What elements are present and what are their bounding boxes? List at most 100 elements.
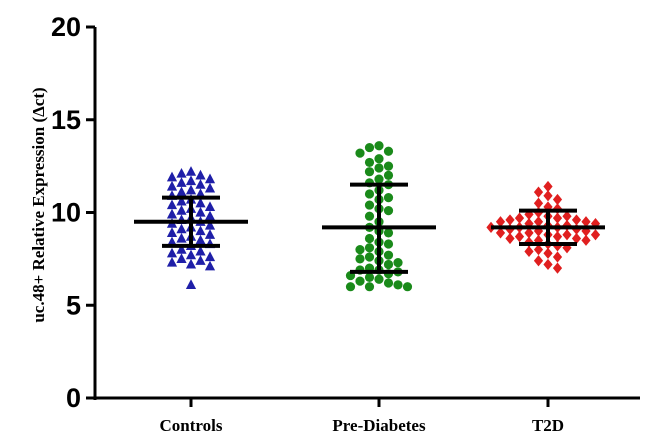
y-tick-label: 10 [51, 198, 81, 228]
x-tick-label: T2D [532, 416, 564, 433]
pre-diabetes-point [393, 257, 403, 268]
controls-point [204, 219, 216, 230]
pre-diabetes-point [393, 280, 403, 290]
controls-point [166, 236, 178, 247]
t2d-point [581, 234, 591, 246]
pre-diabetes-point [364, 167, 375, 177]
controls-point [204, 251, 216, 262]
controls-point [204, 260, 216, 271]
error-bars [134, 182, 605, 274]
y-tick-label: 15 [51, 105, 81, 135]
t2d-point [524, 227, 534, 239]
t2d-point [505, 232, 515, 245]
x-tick-label: Pre-Diabetes [332, 416, 426, 433]
controls-point [166, 171, 178, 182]
pre-diabetes-point [383, 228, 394, 238]
controls-point [166, 180, 178, 191]
t2d-point [581, 216, 591, 228]
pre-diabetes-point [364, 243, 375, 253]
controls-point [195, 179, 206, 189]
pre-diabetes-point [383, 206, 394, 216]
t2d-point [552, 212, 563, 224]
pre-diabetes-point [364, 233, 375, 244]
controls-point [176, 253, 187, 263]
pre-diabetes-point [374, 154, 384, 164]
t2d-point [533, 216, 544, 228]
t2d-point [533, 244, 544, 256]
controls-point [185, 258, 197, 269]
t2d-point [590, 229, 601, 241]
pre-diabetes-point [383, 161, 394, 171]
pre-diabetes-point [364, 252, 375, 262]
t2d-point [505, 214, 515, 226]
pre-diabetes-point [374, 274, 384, 284]
pre-diabetes-point [364, 272, 375, 283]
t2d-point [562, 229, 572, 241]
controls-point [195, 206, 206, 217]
t2d-point [562, 210, 572, 222]
controls-point [166, 199, 178, 210]
pre-diabetes-point [355, 245, 365, 255]
t2d-point [552, 193, 563, 206]
pre-diabetes-point [374, 174, 384, 184]
t2d-point [533, 255, 544, 267]
pre-diabetes-point [355, 148, 365, 158]
controls-point [166, 256, 178, 267]
pre-diabetes-point [355, 276, 365, 286]
controls-point [176, 232, 187, 243]
controls-point [195, 255, 206, 265]
x-tick-label: Controls [160, 416, 223, 433]
controls-point [204, 201, 216, 212]
t2d-point [533, 197, 544, 209]
controls-point [185, 279, 197, 289]
controls-point [204, 173, 216, 184]
pre-diabetes-point [364, 211, 375, 221]
t2d-point [514, 212, 525, 224]
y-tick-label: 5 [66, 290, 81, 320]
t2d-point [495, 216, 506, 228]
controls-point [176, 244, 187, 254]
controls-point [176, 195, 187, 206]
pre-diabetes-point [345, 282, 356, 292]
controls-point [176, 177, 187, 187]
pre-diabetes-point [364, 142, 375, 153]
y-axis-title: uc.48+ Relative Expression (Δct) [29, 87, 48, 322]
pre-diabetes-point [383, 250, 394, 260]
x-axis: Controls Pre-Diabetes T2D [94, 396, 640, 433]
controls-point [185, 166, 197, 176]
t2d-point [495, 227, 506, 239]
t2d-point [524, 245, 534, 258]
pre-diabetes-point [355, 254, 365, 264]
controls-point [176, 167, 187, 178]
pre-diabetes-point [383, 170, 394, 180]
t2d-point [543, 180, 553, 193]
controls-point [176, 223, 187, 234]
controls-point [195, 169, 206, 180]
t2d-point [543, 258, 553, 271]
controls-point [166, 208, 178, 219]
controls-point [185, 249, 197, 260]
controls-point [204, 229, 216, 239]
pre-diabetes-point [383, 146, 394, 156]
controls-point [185, 184, 197, 195]
controls-point [195, 245, 206, 256]
pre-diabetes-point [383, 278, 394, 288]
pre-diabetes-point [364, 157, 375, 168]
pre-diabetes-point [383, 239, 394, 249]
y-axis: 0 5 10 15 20 [51, 12, 97, 413]
controls-point [166, 227, 178, 238]
pre-diabetes-point [374, 141, 384, 151]
controls-point [204, 210, 216, 221]
controls-point [195, 188, 206, 199]
controls-point [185, 175, 197, 186]
t2d-point [543, 247, 553, 259]
t2d-point [571, 214, 582, 226]
t2d-point [552, 231, 563, 243]
controls-point [176, 205, 187, 215]
t2d-point [552, 262, 563, 274]
controls-point [166, 247, 178, 258]
t2d-point [514, 231, 525, 243]
t2d-point [543, 190, 553, 202]
controls-point [195, 197, 206, 208]
pre-diabetes-point [364, 200, 375, 210]
